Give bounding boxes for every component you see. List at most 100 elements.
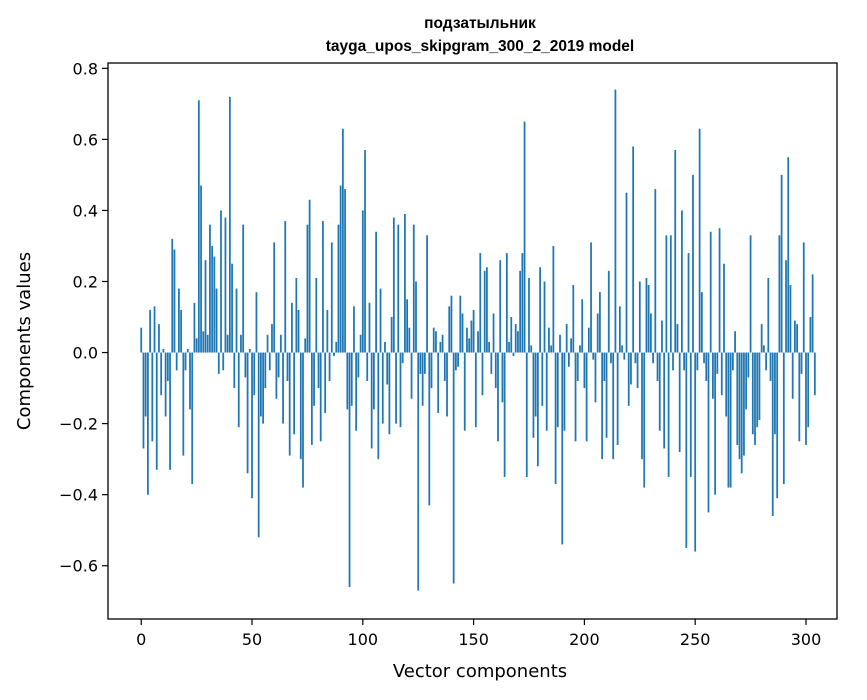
bar-209	[603, 352, 606, 381]
bar-95	[350, 352, 353, 406]
bar-267	[731, 352, 734, 371]
bar-274	[747, 352, 750, 378]
bar-72	[299, 352, 302, 460]
bar-169	[514, 324, 517, 353]
bar-202	[587, 327, 590, 353]
bar-224	[636, 352, 639, 389]
bar-260	[716, 352, 719, 374]
bar-141	[452, 352, 455, 584]
bar-277	[754, 352, 756, 445]
bar-231	[652, 352, 654, 364]
bar-59	[271, 324, 273, 353]
bar-254	[703, 352, 705, 364]
bar-165	[505, 253, 508, 353]
x-tick-label: 150	[458, 630, 489, 649]
bar-48	[246, 352, 249, 474]
bar-126	[419, 352, 422, 374]
bar-207	[599, 292, 601, 353]
bar-251	[696, 352, 699, 371]
bar-170	[517, 331, 519, 353]
bar-257	[709, 231, 712, 353]
bar-44	[237, 352, 240, 428]
plot-frame	[107, 62, 838, 620]
bar-248	[689, 352, 692, 477]
bar-27	[200, 185, 202, 353]
bar-261	[718, 228, 721, 353]
bar-281	[762, 345, 765, 353]
bar-201	[585, 352, 588, 442]
bar-195	[572, 285, 575, 353]
bar-50	[251, 352, 253, 499]
bar-178	[534, 352, 537, 417]
bar-234	[658, 352, 661, 431]
bar-109	[381, 352, 384, 424]
bar-176	[530, 345, 533, 353]
bar-227	[643, 352, 646, 488]
bar-272	[743, 352, 745, 456]
bar-123	[412, 224, 415, 353]
bar-218	[623, 352, 626, 360]
bar-1	[142, 352, 145, 449]
bar-135	[439, 341, 442, 353]
x-tick-label: 50	[242, 630, 262, 649]
bar-196	[574, 352, 577, 442]
bar-174	[525, 352, 528, 477]
bar-206	[596, 313, 599, 353]
bar-247	[687, 253, 690, 353]
bar-162	[499, 260, 502, 353]
bar-229	[647, 285, 650, 353]
bar-243	[678, 352, 681, 453]
bar-188	[556, 352, 559, 428]
bar-226	[641, 352, 643, 460]
bar-140	[450, 295, 453, 353]
bar-7	[155, 352, 158, 470]
bar-39	[226, 334, 229, 353]
bar-56	[264, 352, 267, 389]
bar-111	[386, 352, 389, 385]
bar-40	[228, 96, 231, 353]
bar-294	[791, 352, 794, 399]
bar-121	[408, 327, 411, 353]
bar-158	[490, 352, 493, 374]
bar-252	[698, 128, 701, 353]
bar-264	[725, 352, 728, 417]
bar-143	[457, 352, 459, 367]
bar-175	[528, 277, 530, 353]
bar-134	[437, 352, 440, 413]
bar-164	[503, 352, 506, 477]
bar-159	[492, 313, 495, 353]
bar-200	[583, 352, 586, 389]
bar-92	[344, 189, 346, 353]
bar-16	[175, 352, 178, 371]
bar-256	[707, 352, 710, 513]
bar-49	[248, 348, 251, 353]
bar-28	[202, 331, 205, 353]
bar-115	[395, 352, 397, 424]
bar-240	[672, 352, 674, 371]
bar-238	[667, 352, 670, 477]
bar-5	[151, 352, 154, 442]
bar-171	[519, 270, 522, 353]
bar-45	[240, 334, 242, 353]
bar-190	[561, 352, 564, 545]
bar-100	[361, 210, 364, 353]
bar-35	[217, 352, 220, 374]
bar-18	[180, 309, 183, 353]
bar-265	[727, 352, 730, 488]
bar-112	[388, 352, 391, 435]
bar-168	[512, 352, 515, 357]
bar-88	[335, 341, 338, 353]
bar-291	[785, 260, 787, 353]
bar-275	[749, 235, 752, 353]
bar-101	[364, 150, 366, 353]
bar-191	[563, 352, 566, 431]
bar-74	[304, 338, 307, 353]
bar-78	[313, 352, 315, 406]
bar-127	[421, 352, 424, 406]
bar-114	[392, 217, 395, 353]
y-tick-label: 0.2	[73, 272, 98, 291]
bar-276	[751, 352, 754, 435]
bar-181	[541, 352, 544, 406]
bar-239	[669, 235, 672, 353]
bar-279	[758, 352, 761, 421]
